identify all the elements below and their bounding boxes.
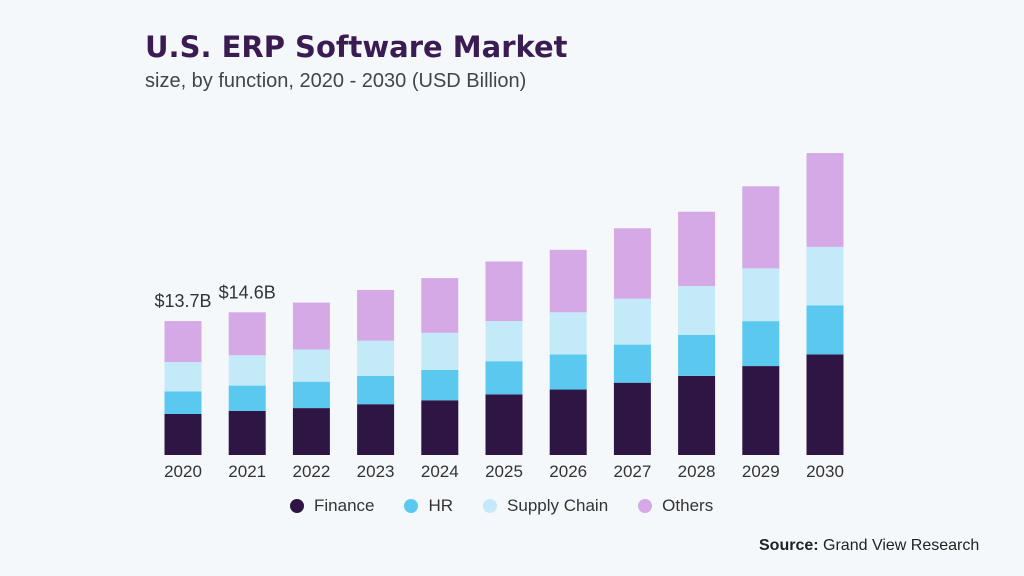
bar-segment-supply-chain-2020: [164, 362, 202, 392]
legend-item: Finance: [290, 496, 374, 516]
legend-swatch: [404, 499, 419, 513]
bar-segment-hr-2021: [228, 385, 266, 411]
bar-segment-others-2024: [421, 278, 459, 333]
legend-label: Supply Chain: [507, 496, 609, 515]
legend-label: HR: [428, 496, 454, 515]
bar-segment-others-2021: [228, 312, 266, 356]
x-tick-label: 2021: [228, 462, 266, 481]
bar-segment-finance-2024: [421, 400, 459, 455]
legend-swatch: [638, 499, 653, 513]
bar-segment-finance-2026: [549, 389, 587, 455]
bar-total-label: $14.6B: [219, 282, 276, 302]
bar-segment-supply-chain-2030: [806, 246, 844, 306]
x-tick-label: 2022: [292, 462, 330, 481]
legend-item: HR: [404, 496, 453, 516]
source-text: Grand View Research: [823, 537, 980, 554]
bar-segment-finance-2025: [485, 394, 523, 455]
bar-segment-supply-chain-2027: [613, 298, 651, 345]
bar-segment-supply-chain-2023: [357, 340, 395, 376]
bar-segment-finance-2021: [228, 411, 266, 455]
x-tick-label: 2030: [806, 462, 844, 481]
bar-segment-others-2020: [164, 321, 202, 363]
source-label: Source:: [759, 537, 819, 554]
source-note: Source: Grand View Research: [759, 537, 979, 555]
bar-segment-hr-2027: [613, 344, 651, 383]
x-tick-label: 2027: [613, 462, 651, 481]
x-tick-label: 2025: [485, 462, 523, 481]
bar-segment-hr-2020: [164, 391, 202, 414]
bar-segment-others-2029: [742, 186, 780, 269]
bar-segment-finance-2023: [357, 404, 395, 455]
chart-subtitle: size, by function, 2020 - 2030 (USD Bill…: [145, 70, 527, 92]
bar-segment-hr-2029: [742, 321, 780, 366]
bar-segment-hr-2023: [357, 375, 395, 405]
x-tick-label: 2023: [357, 462, 395, 481]
bar-segment-others-2030: [806, 153, 844, 247]
chart-legend: Finance HR Supply Chain Others: [290, 496, 743, 516]
legend-label: Finance: [314, 496, 375, 515]
bar-segment-others-2028: [678, 211, 716, 286]
legend-item: Supply Chain: [483, 496, 608, 516]
bar-segment-others-2027: [613, 228, 651, 299]
bar-segment-others-2022: [292, 302, 330, 350]
bar-segment-supply-chain-2024: [421, 332, 459, 370]
bar-segment-hr-2028: [678, 334, 716, 376]
legend-swatch: [483, 499, 498, 513]
bar-segment-hr-2030: [806, 305, 844, 355]
bar-segment-supply-chain-2028: [678, 286, 716, 335]
x-tick-label: 2024: [421, 462, 459, 481]
x-tick-label: 2029: [742, 462, 780, 481]
bar-segment-hr-2022: [292, 381, 330, 409]
bar-segment-supply-chain-2021: [228, 355, 266, 386]
bar-total-label: $13.7B: [154, 291, 211, 311]
bar-segment-finance-2030: [806, 354, 844, 455]
bar-segment-supply-chain-2026: [549, 312, 587, 355]
x-tick-label: 2020: [164, 462, 202, 481]
legend-label: Others: [662, 496, 714, 515]
bar-segment-finance-2027: [613, 382, 651, 455]
bar-segment-supply-chain-2025: [485, 321, 523, 362]
bar-segment-hr-2024: [421, 370, 459, 401]
bar-segment-hr-2026: [549, 354, 587, 390]
bar-segment-others-2023: [357, 289, 395, 341]
bar-segment-finance-2029: [742, 366, 780, 455]
bar-segment-finance-2028: [678, 375, 716, 455]
x-tick-label: 2026: [549, 462, 587, 481]
bar-segment-others-2025: [485, 261, 523, 322]
x-tick-label: 2028: [678, 462, 716, 481]
bar-segment-supply-chain-2022: [292, 349, 330, 382]
bar-segment-supply-chain-2029: [742, 268, 780, 322]
legend-swatch: [290, 499, 304, 513]
legend-item: Others: [638, 496, 713, 516]
bar-segment-finance-2020: [164, 414, 202, 455]
chart-title: U.S. ERP Software Market: [145, 30, 568, 64]
bar-segment-hr-2025: [485, 361, 523, 395]
bar-segment-others-2026: [549, 249, 587, 313]
bar-segment-finance-2022: [292, 408, 330, 455]
